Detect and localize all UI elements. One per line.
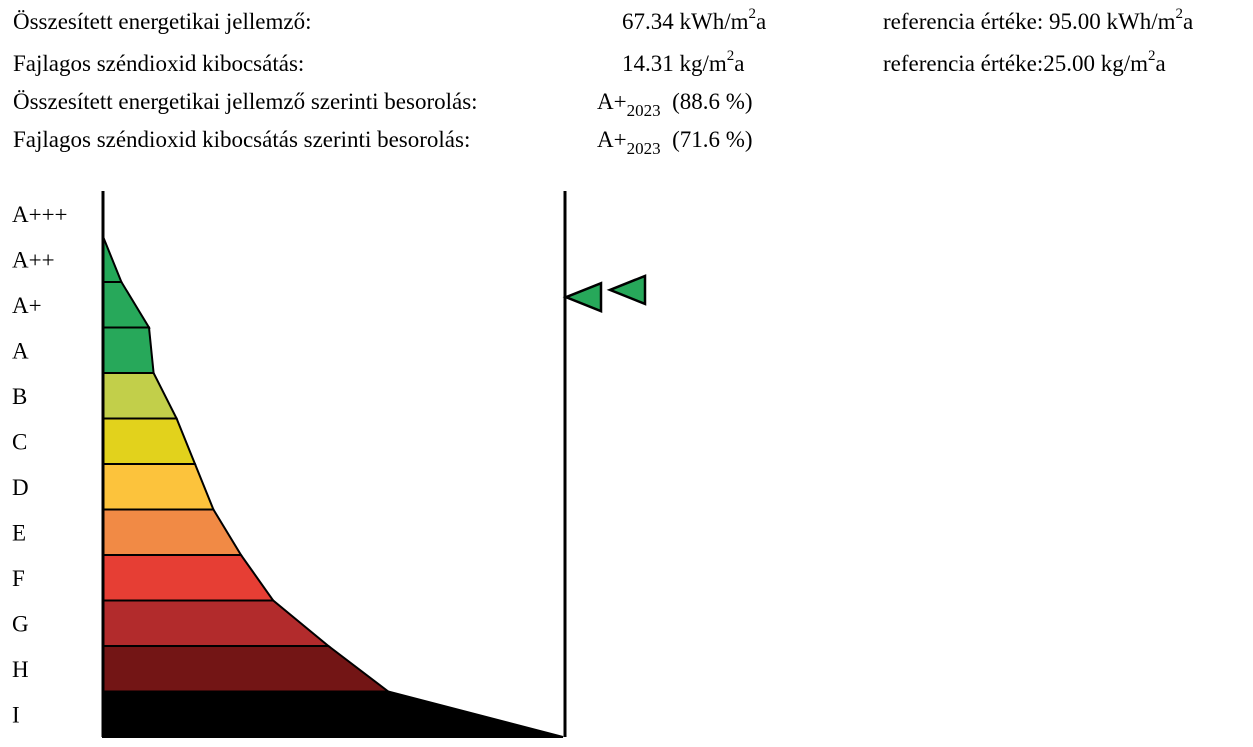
category-label-f: F (12, 566, 25, 591)
class-band-b (102, 372, 179, 420)
class-band-a (102, 326, 155, 374)
category-label-aplusplusplus: A+++ (12, 202, 68, 227)
energy-marker (562, 281, 603, 314)
category-label-i: I (12, 702, 20, 727)
class-band-aplusplus (102, 236, 123, 283)
category-label-a: A (12, 338, 29, 363)
co2-classification-label: Fajlagos széndioxid kibocsátás szerinti … (13, 127, 471, 152)
category-label-d: D (12, 475, 29, 500)
class-band-h (102, 645, 392, 693)
class-band-aplus (102, 281, 151, 329)
energy-indicator-label: Összesített energetikai jellemző: (13, 9, 312, 34)
energy-indicator-value: 67.34 kWh/m2a (622, 6, 767, 34)
class-band-d (102, 463, 215, 511)
category-label-e: E (12, 520, 26, 545)
co2-classification-value: A+2023 (71.6 %) (597, 127, 753, 158)
category-label-aplusplus: A++ (12, 247, 55, 272)
class-band-g (102, 599, 332, 647)
co2-emission-label: Fajlagos széndioxid kibocsátás: (13, 51, 305, 76)
class-band-e (102, 508, 243, 556)
class-band-f (102, 554, 276, 602)
category-label-c: C (12, 429, 27, 454)
energy-indicator-reference: referencia értéke: 95.00 kWh/m2a (883, 6, 1194, 34)
co2-emission-reference: referencia értéke:25.00 kg/m2a (883, 48, 1166, 76)
class-band-i (102, 690, 564, 738)
co2-marker (606, 274, 647, 306)
energy-classification-label: Összesített energetikai jellemző szerint… (13, 89, 478, 114)
energy-classification-value: A+2023 (88.6 %) (597, 89, 753, 120)
class-band-c (102, 417, 197, 465)
category-label-aplus: A+ (12, 293, 42, 318)
category-label-h: H (12, 657, 29, 682)
co2-emission-value: 14.31 kg/m2a (622, 48, 745, 76)
category-label-b: B (12, 384, 27, 409)
category-label-g: G (12, 611, 29, 636)
